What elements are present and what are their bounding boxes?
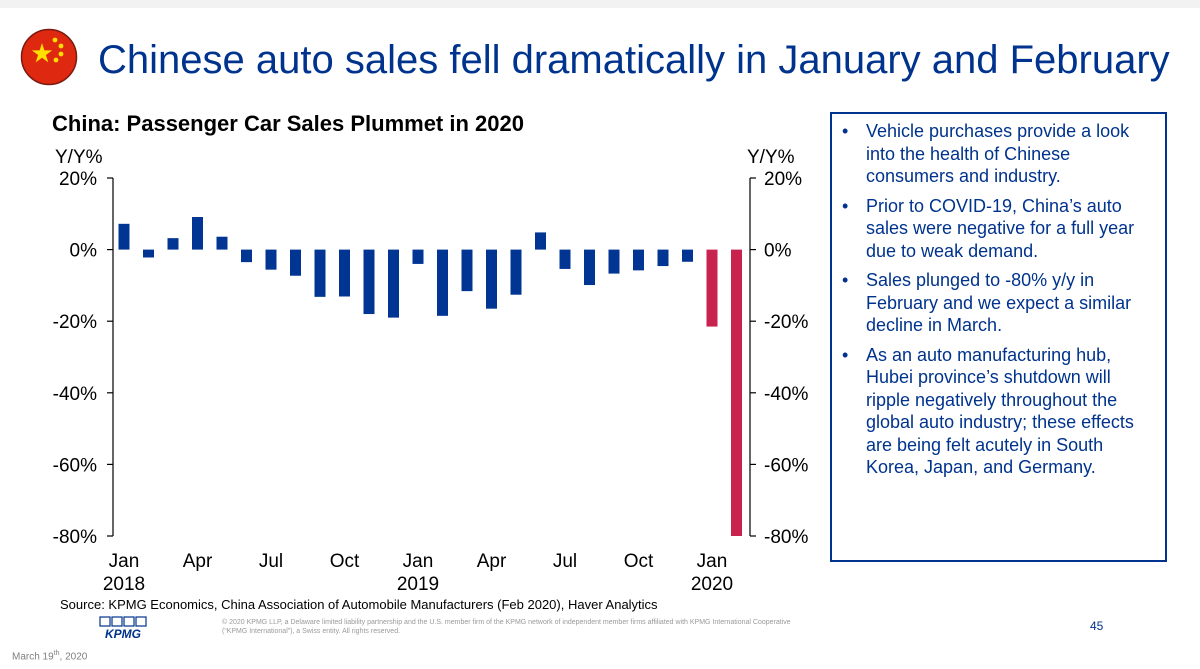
bar-feb-2018 (143, 249, 154, 258)
copyright-text: © 2020 KPMG LLP, a Delaware limited liab… (222, 619, 791, 635)
x-tick-year-label: 2018 (103, 574, 145, 595)
bullet-item: • Vehicle purchases provide a look into t… (842, 120, 1151, 188)
bullet-text: Vehicle purchases provide a look into th… (866, 121, 1130, 186)
x-tick-year-label: 2020 (691, 574, 733, 595)
bar-nov-2018 (363, 249, 375, 315)
y-tick-label-left: -40% (53, 384, 97, 405)
bar-apr-2018 (192, 217, 203, 250)
bar-mar-2019 (461, 249, 473, 292)
bullet-text: As an auto manufacturing hub, Hubei prov… (866, 344, 1134, 478)
bar-jun-2019 (535, 232, 546, 250)
date-main: March 19 (12, 651, 54, 663)
bar-may-2018 (216, 236, 228, 250)
x-tick-year-label: 2019 (397, 574, 439, 595)
bar-oct-2018 (339, 249, 350, 297)
y-tick-label-left: -60% (53, 455, 97, 476)
x-tick-label: Apr (477, 551, 507, 572)
bullet-text: Sales plunged to -80% y/y in February an… (866, 270, 1132, 335)
slide-title: Chinese auto sales fell dramatically in … (98, 38, 1170, 82)
y-axis-title-right: Y/Y% (747, 147, 795, 168)
x-tick-label: Jan (109, 551, 140, 572)
date-year: , 2020 (59, 651, 88, 663)
bullet-item: • Prior to COVID-19, China’s auto sales w… (842, 195, 1151, 263)
bullet-marker: • (842, 344, 849, 365)
bar-sep-2019 (608, 249, 620, 274)
x-tick-label: Jul (553, 551, 577, 572)
bullet-item: • As an auto manufacturing hub, Hubei pro… (842, 344, 1151, 479)
bar-feb-2020 (731, 249, 742, 536)
y-tick-label-right: -80% (764, 527, 808, 548)
x-tick-label: Jan (697, 551, 728, 572)
bar-oct-2019 (633, 249, 644, 271)
y-tick-label-right: 0% (764, 241, 792, 262)
bullet-text: Prior to COVID-19, China’s auto sales we… (866, 195, 1135, 261)
kpmg-logo: KPMG (99, 616, 147, 640)
y-tick-label-right: -20% (764, 312, 808, 333)
y-tick-label-right: 20% (764, 169, 802, 190)
china-flag-icon (20, 28, 78, 86)
bar-nov-2019 (657, 249, 669, 267)
logo-text: KPMG (105, 627, 141, 640)
bullet-marker: • (842, 270, 849, 290)
bar-aug-2019 (584, 249, 595, 286)
bar-mar-2018 (167, 238, 179, 250)
bar-feb-2019 (437, 249, 448, 316)
x-tick-label: Apr (183, 551, 213, 572)
y-tick-label-left: 0% (70, 241, 98, 262)
bar-jul-2019 (559, 249, 571, 269)
x-tick-label: Jan (403, 551, 434, 572)
y-tick-label-right: -40% (764, 384, 808, 405)
bar-sep-2018 (314, 249, 326, 297)
bar-apr-2019 (486, 249, 497, 309)
x-tick-label: Jul (259, 551, 283, 572)
y-tick-label-left: -80% (53, 527, 97, 548)
y-tick-label-left: -20% (53, 312, 97, 333)
source-note: Source: KPMG Economics, China Associatio… (60, 597, 658, 612)
bar-dec-2019 (682, 249, 693, 262)
bullet-list: • Vehicle purchases provide a look into t… (832, 114, 1165, 479)
bar-jun-2018 (241, 249, 252, 263)
date-stamp: March 19th, 2020 (12, 650, 87, 662)
bar-jul-2018 (265, 249, 277, 270)
bar-may-2019 (510, 249, 522, 295)
y-tick-label-right: -60% (764, 455, 808, 476)
bar-jan-2020 (706, 249, 718, 327)
chart-title: China: Passenger Car Sales Plummet in 20… (52, 111, 524, 136)
top-band (0, 0, 1200, 8)
commentary-box: • Vehicle purchases provide a look into t… (830, 112, 1167, 562)
bar-aug-2018 (290, 249, 301, 276)
y-axis-title-left: Y/Y% (55, 147, 103, 168)
x-tick-label: Oct (624, 551, 654, 572)
bar-chart: Y/Y% Y/Y%20% 20%0% 0%-20% -20%-40% -40%-60% -6… (53, 147, 809, 595)
x-tick-label: Oct (330, 551, 360, 572)
bullet-item: • Sales plunged to -80% y/y in February a… (842, 269, 1151, 337)
bar-jan-2018 (118, 223, 130, 250)
bullet-marker: • (842, 195, 849, 216)
bar-jan-2019 (412, 249, 424, 264)
page-number: 45 (1090, 619, 1104, 633)
bar-dec-2018 (388, 249, 399, 318)
bullet-marker: • (842, 121, 849, 141)
y-tick-label-left: 20% (59, 169, 97, 190)
date-suffix: th (53, 650, 60, 657)
